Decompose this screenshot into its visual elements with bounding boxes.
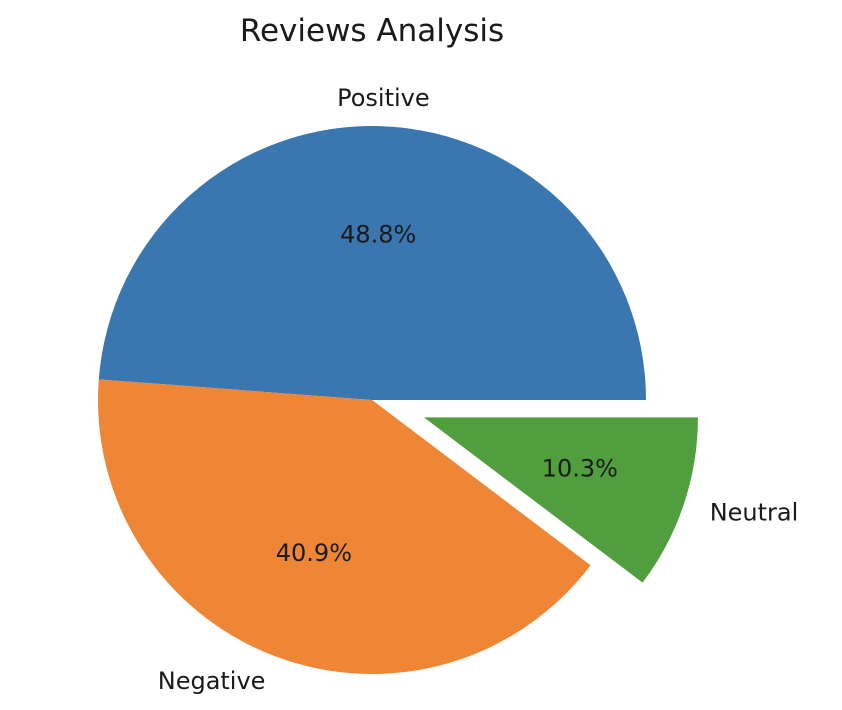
chart-title: Reviews Analysis [240,13,504,49]
pie-slice-neutral [423,417,698,583]
percent-label-negative: 40.9% [276,539,352,567]
slice-label-neutral: Neutral [710,498,799,526]
percent-label-positive: 48.8% [340,221,416,249]
slice-label-negative: Negative [158,667,266,695]
pie-slice-positive [98,126,647,400]
pie-slices [97,126,698,674]
slice-label-positive: Positive [337,84,430,112]
pie-labels: Positive 48.8% Negative 40.9% Neutral 10.3% [158,84,799,695]
percent-label-neutral: 10.3% [542,455,618,483]
pie-slice-negative [97,379,591,674]
